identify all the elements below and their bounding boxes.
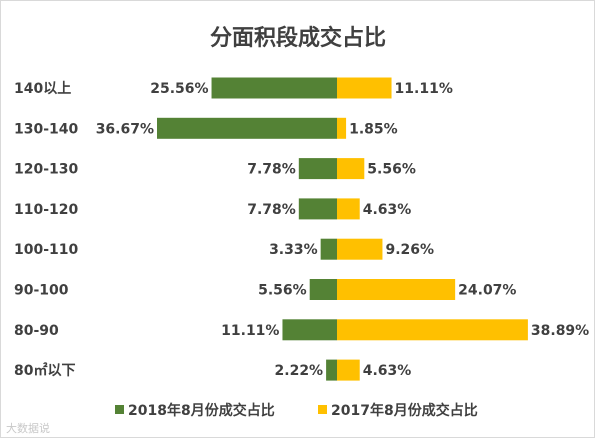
category-label: 80-90 (14, 323, 59, 339)
chart-row: 130-140 36.67% 1.85% (14, 117, 398, 139)
category-label: 110-120 (14, 202, 79, 218)
bar-2017 (337, 198, 360, 220)
category-label: 90-100 (14, 283, 69, 299)
data-label-2018: 5.56% (258, 283, 307, 299)
bar-2017 (337, 158, 365, 180)
data-label-2018: 11.11% (221, 323, 279, 339)
data-label-2018: 2.22% (275, 363, 324, 379)
data-label-2017: 5.56% (367, 162, 416, 178)
bar-2017 (337, 359, 360, 381)
data-label-2017: 24.07% (458, 283, 516, 299)
chart-rows: 140以上 25.56% 11.11% 130-140 36.67% 1.85% 120-1… (14, 77, 589, 381)
bar-2017 (337, 319, 528, 341)
data-label-2018: 7.78% (247, 202, 296, 218)
bar-2018 (298, 198, 337, 220)
watermark-text: 大数据说 (6, 421, 50, 435)
legend-swatch (318, 405, 327, 414)
data-label-2017: 11.11% (395, 81, 453, 97)
chart-title: 分面积段成交占比 (210, 25, 386, 51)
data-label-2017: 9.26% (385, 242, 434, 258)
bar-2018 (157, 117, 337, 139)
chart-row: 100-110 3.33% 9.26% (14, 238, 434, 260)
category-label: 100-110 (14, 242, 79, 258)
bar-2017 (337, 77, 392, 99)
data-label-2017: 38.89% (531, 323, 589, 339)
data-label-2018: 7.78% (247, 162, 296, 178)
bar-2017 (337, 238, 383, 260)
data-label-2018: 3.33% (269, 242, 318, 258)
legend-label: 2018年8月份成交占比 (128, 402, 275, 419)
bar-2018 (320, 238, 337, 260)
bar-2018 (282, 319, 337, 341)
data-label-2017: 1.85% (349, 121, 398, 137)
legend-swatch (115, 405, 124, 414)
chart-row: 90-100 5.56% 24.07% (14, 279, 516, 300)
chart-row: 140以上 25.56% 11.11% (14, 77, 453, 99)
bar-2018 (326, 359, 337, 381)
chart-legend: 2018年8月份成交占比 2017年8月份成交占比 (115, 402, 478, 419)
chart-row: 110-120 7.78% 4.63% (14, 198, 412, 220)
category-label: 140以上 (14, 81, 71, 97)
data-label-2018: 36.67% (96, 121, 154, 137)
bar-2018 (309, 279, 337, 300)
data-label-2018: 25.56% (150, 81, 208, 97)
category-label: 80㎡以下 (14, 362, 75, 379)
legend-item-2017: 2017年8月份成交占比 (318, 402, 478, 419)
bar-2017 (337, 279, 456, 300)
bar-2018 (211, 77, 337, 99)
chart-row: 80㎡以下 2.22% 4.63% (14, 359, 412, 381)
chart-row: 80-90 11.11% 38.89% (14, 319, 589, 341)
category-label: 130-140 (14, 121, 79, 137)
data-label-2017: 4.63% (363, 202, 412, 218)
legend-label: 2017年8月份成交占比 (331, 402, 478, 419)
data-label-2017: 4.63% (363, 363, 412, 379)
category-label: 120-130 (14, 162, 79, 178)
legend-item-2018: 2018年8月份成交占比 (115, 402, 275, 419)
bar-2018 (298, 158, 337, 180)
bar-2017 (337, 117, 347, 139)
chart-row: 120-130 7.78% 5.56% (14, 158, 416, 180)
